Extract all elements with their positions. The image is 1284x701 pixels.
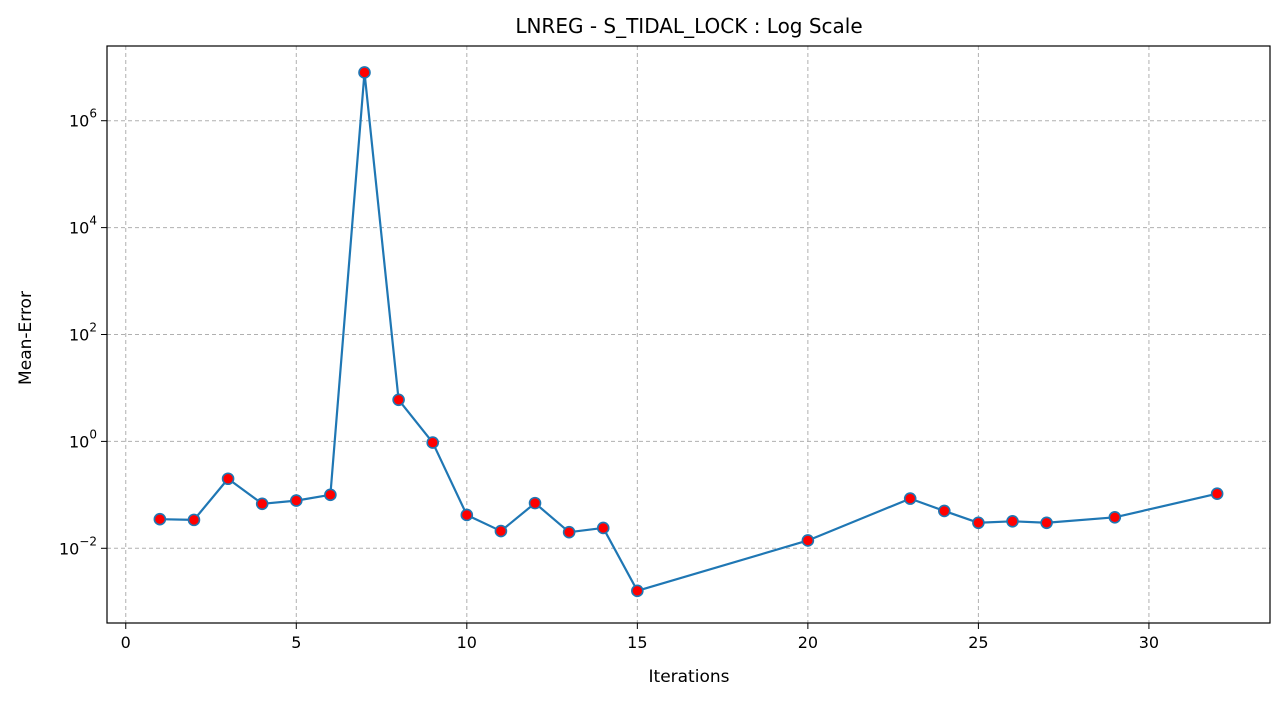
data-point — [460, 508, 474, 522]
data-point — [221, 472, 235, 486]
data-point — [289, 494, 303, 507]
data-point — [562, 525, 576, 539]
chart-title: LNREG - S_TIDAL_LOCK : Log Scale — [515, 14, 862, 38]
data-point — [187, 513, 201, 527]
y-tick-label: 106 — [69, 107, 97, 131]
y-tick-label: 104 — [69, 214, 97, 238]
data-point — [596, 521, 610, 535]
x-tick-label: 10 — [457, 633, 477, 652]
y-tick-label: 102 — [69, 321, 97, 345]
y-tick-label: 10−2 — [59, 534, 97, 558]
data-point — [426, 436, 440, 449]
x-tick-label: 5 — [291, 633, 301, 652]
x-axis-title: Iterations — [649, 667, 730, 687]
data-point — [801, 534, 815, 547]
x-tick-label: 25 — [968, 633, 988, 652]
y-axis-title: Mean-Error — [16, 291, 36, 385]
x-tick-label: 30 — [1139, 633, 1159, 652]
data-point — [358, 66, 371, 79]
data-point — [1108, 510, 1122, 524]
data-point — [1006, 514, 1019, 528]
data-point — [1040, 516, 1053, 530]
data-markers — [153, 66, 1224, 598]
grid-lines — [107, 46, 1270, 623]
x-axis-ticks: 0 5 10 15 20 25 30 — [121, 623, 1159, 652]
data-point — [903, 492, 917, 505]
x-tick-label: 15 — [627, 633, 647, 652]
data-point — [392, 393, 405, 407]
data-point — [1210, 487, 1224, 501]
data-point — [972, 516, 985, 530]
y-axis-ticks: 10−2 100 102 104 106 — [59, 107, 107, 558]
x-tick-label: 0 — [121, 633, 131, 652]
data-point — [528, 496, 542, 510]
data-point — [324, 488, 337, 502]
y-tick-label: 100 — [69, 427, 97, 451]
data-point — [153, 512, 167, 526]
data-point — [631, 584, 644, 598]
data-point — [937, 504, 951, 518]
data-point — [494, 524, 508, 538]
x-tick-label: 20 — [798, 633, 818, 652]
data-point — [255, 497, 269, 511]
